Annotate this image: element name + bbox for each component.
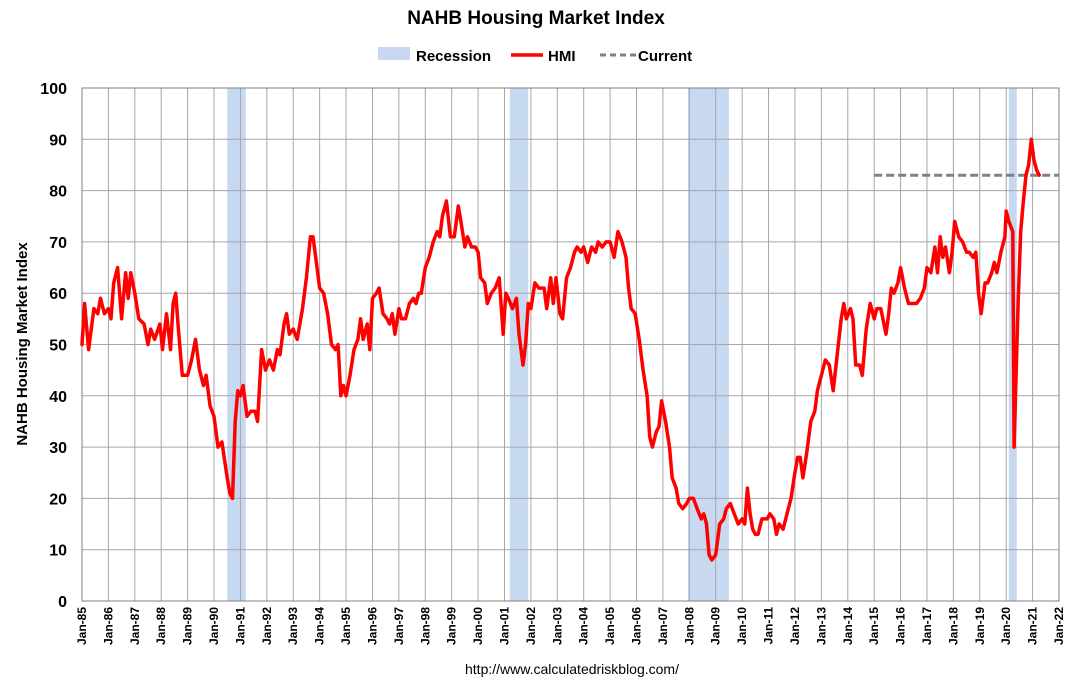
x-tick-label: Jan-05: [603, 607, 617, 645]
x-tick-label: Jan-07: [656, 607, 670, 645]
y-tick-label: 100: [40, 81, 67, 98]
x-tick-label: Jan-97: [392, 607, 406, 645]
y-tick-label: 10: [49, 543, 67, 560]
y-tick-label: 30: [49, 440, 67, 457]
x-tick-label: Jan-99: [445, 607, 459, 645]
x-tick-label: Jan-14: [841, 607, 855, 645]
series-group: [80, 137, 1041, 562]
chart-title: NAHB Housing Market Index: [407, 8, 665, 29]
x-tick-label: Jan-11: [762, 607, 776, 645]
legend: Recession HMI Current: [378, 47, 692, 65]
source-url: http://www.calculatedriskblog.com/: [465, 661, 679, 677]
x-tick-label: Jan-92: [260, 607, 274, 645]
legend-recession-swatch: [378, 47, 410, 60]
x-tick-label: Jan-17: [920, 607, 934, 645]
x-tick-label: Jan-00: [471, 607, 485, 645]
legend-recession-label: Recession: [416, 48, 491, 65]
x-tick-label: Jan-90: [207, 607, 221, 645]
x-tick-label: Jan-95: [339, 607, 353, 645]
x-tick-label: Jan-98: [418, 607, 432, 645]
x-tick-label: Jan-88: [154, 607, 168, 645]
y-axis-label: NAHB Housing Market Index: [14, 242, 31, 446]
x-tick-label: Jan-19: [973, 607, 987, 645]
y-tick-label: 0: [58, 594, 67, 611]
x-tick-label: Jan-86: [101, 607, 115, 645]
x-tick-label: Jan-87: [128, 607, 142, 645]
legend-current-label: Current: [638, 48, 692, 65]
x-tick-label: Jan-22: [1052, 607, 1066, 645]
x-tick-label: Jan-13: [814, 607, 828, 645]
x-tick-label: Jan-12: [788, 607, 802, 645]
y-tick-label: 70: [49, 235, 67, 252]
y-tick-label: 20: [49, 491, 67, 508]
x-tick-label: Jan-04: [577, 607, 591, 645]
x-tick-label: Jan-96: [365, 607, 379, 645]
x-tick-label: Jan-06: [630, 607, 644, 645]
x-tick-label: Jan-85: [75, 607, 89, 645]
x-tick-label: Jan-93: [286, 607, 300, 645]
x-tick-label: Jan-03: [550, 607, 564, 645]
x-tick-label: Jan-10: [735, 607, 749, 645]
y-tick-label: 40: [49, 389, 67, 406]
x-tick-label: Jan-16: [894, 607, 908, 645]
y-tick-label: 80: [49, 184, 67, 201]
x-axis: Jan-85 Jan-86 Jan-87 Jan-88 Jan-89 Jan-90 Jan-…: [75, 607, 1066, 645]
x-tick-label: Jan-91: [233, 607, 247, 645]
legend-hmi-label: HMI: [548, 48, 576, 65]
y-axis: 0 10 20 30 40 50 60 70 80 90 100: [40, 81, 67, 611]
x-tick-label: Jan-15: [867, 607, 881, 645]
x-tick-label: Jan-89: [181, 607, 195, 645]
y-tick-label: 90: [49, 132, 67, 149]
x-tick-label: Jan-18: [946, 607, 960, 645]
x-tick-label: Jan-08: [682, 607, 696, 645]
x-tick-label: Jan-94: [313, 607, 327, 645]
hmi-line: [80, 137, 1041, 562]
x-tick-label: Jan-21: [1026, 607, 1040, 645]
x-tick-label: Jan-02: [524, 607, 538, 645]
y-tick-label: 50: [49, 338, 67, 355]
x-tick-label: Jan-01: [497, 607, 511, 645]
x-tick-label: Jan-20: [999, 607, 1013, 645]
y-tick-label: 60: [49, 286, 67, 303]
x-tick-label: Jan-09: [709, 607, 723, 645]
